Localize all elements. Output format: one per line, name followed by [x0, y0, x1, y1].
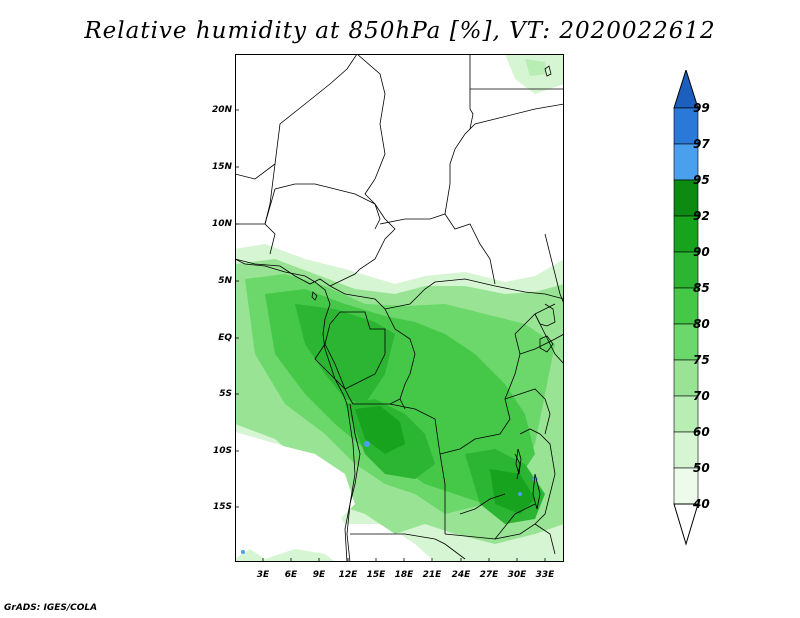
lon-label: 3E	[256, 570, 270, 580]
coastline	[235, 258, 356, 562]
humidity-blob	[364, 441, 370, 447]
lat-label: 20N	[211, 105, 232, 115]
humidity-map	[235, 54, 564, 562]
lon-label: 6E	[284, 570, 298, 580]
colorbar-segment	[673, 395, 699, 433]
footer-credit: GrADS: IGES/COLA	[4, 603, 98, 613]
humidity-field	[235, 54, 564, 562]
colorbar-segment	[673, 251, 699, 289]
colorbar-label: 50	[693, 461, 710, 475]
lon-label: 27E	[479, 570, 499, 580]
colorbar-label: 90	[693, 245, 710, 259]
lon-label: 12E	[338, 570, 358, 580]
colorbar	[673, 70, 699, 546]
lon-label: 18E	[394, 570, 414, 580]
colorbar-label: 97	[693, 137, 710, 151]
colorbar-segment	[673, 359, 699, 397]
colorbar-label: 92	[693, 209, 710, 223]
lon-label: 33E	[535, 570, 555, 580]
colorbar-bottom-arrow	[673, 503, 699, 546]
humidity-blob	[241, 550, 245, 554]
colorbar-segment	[673, 287, 699, 325]
lakes	[311, 65, 554, 510]
lat-label: EQ	[218, 333, 232, 343]
lat-label: 15N	[211, 162, 232, 172]
lon-label: 15E	[366, 570, 386, 580]
colorbar-label: 40	[693, 497, 710, 511]
lat-label: 5N	[218, 276, 232, 286]
colorbar-label: 99	[693, 101, 710, 115]
lat-label: 5S	[219, 389, 232, 399]
lon-label: 24E	[451, 570, 471, 580]
colorbar-label: 80	[693, 317, 710, 331]
lon-label: 30E	[507, 570, 527, 580]
colorbar-segment	[673, 323, 699, 361]
map-frame	[235, 54, 564, 562]
colorbar-segment	[673, 107, 699, 145]
colorbar-label: 75	[693, 353, 710, 367]
lon-label: 21E	[422, 570, 442, 580]
colorbar-label: 70	[693, 389, 710, 403]
lat-label: 10N	[211, 219, 232, 229]
colorbar-label: 85	[693, 281, 710, 295]
map-title: Relative humidity at 850hPa [%], VT: 202…	[84, 18, 716, 44]
colorbar-segment	[673, 431, 699, 469]
humidity-blob	[518, 492, 522, 496]
colorbar-label: 95	[693, 173, 710, 187]
colorbar-segment	[673, 215, 699, 253]
lat-label: 15S	[212, 502, 232, 512]
country-borders	[235, 54, 564, 562]
lon-label: 9E	[312, 570, 326, 580]
lat-label: 10S	[212, 446, 232, 456]
colorbar-label: 60	[693, 425, 710, 439]
colorbar-segment	[673, 467, 699, 505]
colorbar-segment	[673, 179, 699, 217]
